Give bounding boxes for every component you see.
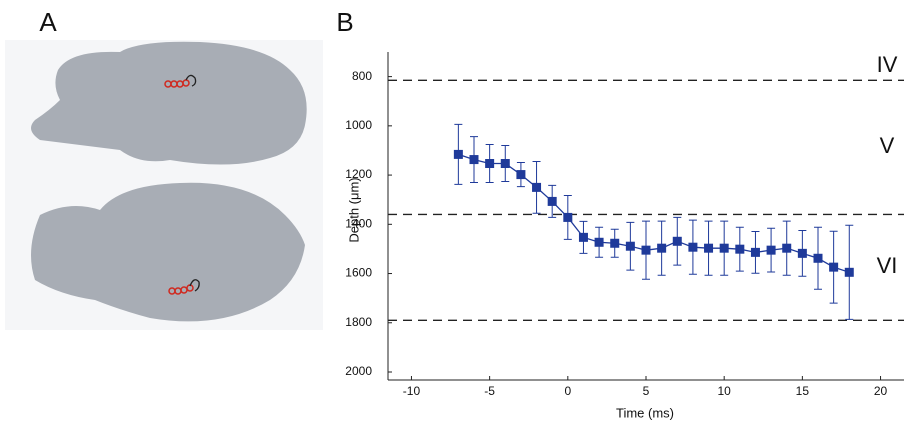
data-point bbox=[610, 238, 620, 248]
y-tick-label: 800 bbox=[352, 69, 372, 83]
y-tick-label: 2000 bbox=[345, 364, 372, 378]
data-point bbox=[704, 243, 714, 253]
data-point bbox=[578, 232, 588, 242]
x-tick-label: -5 bbox=[484, 384, 495, 398]
data-point bbox=[453, 149, 463, 159]
panel-label: A bbox=[39, 7, 57, 37]
x-tick-label: 15 bbox=[796, 384, 810, 398]
x-tick-label: -10 bbox=[403, 384, 421, 398]
data-point bbox=[625, 241, 635, 251]
x-tick-label: 0 bbox=[564, 384, 571, 398]
layer-label: IV bbox=[877, 52, 898, 77]
data-point bbox=[844, 267, 854, 277]
y-tick-label: 1600 bbox=[345, 266, 372, 280]
x-tick-label: 5 bbox=[643, 384, 650, 398]
data-point bbox=[782, 243, 792, 253]
brain-sagittal bbox=[31, 41, 307, 165]
x-tick-label: 10 bbox=[718, 384, 732, 398]
data-point bbox=[766, 245, 776, 255]
data-point bbox=[469, 155, 479, 165]
y-tick-label: 1000 bbox=[345, 118, 372, 132]
y-tick-label: 1200 bbox=[345, 167, 372, 181]
layer-label: VI bbox=[877, 253, 898, 278]
data-point bbox=[563, 212, 573, 222]
data-point bbox=[797, 248, 807, 258]
data-point bbox=[532, 182, 542, 192]
data-point bbox=[750, 247, 760, 257]
data-point bbox=[641, 245, 651, 255]
electrode-track bbox=[164, 79, 194, 295]
data-point bbox=[735, 244, 745, 254]
x-axis-label: Time (ms) bbox=[616, 405, 674, 420]
data-point bbox=[516, 170, 526, 180]
data-point bbox=[813, 253, 823, 263]
x-tick-label: 20 bbox=[874, 384, 888, 398]
data-point bbox=[594, 237, 604, 247]
electrode-tip bbox=[185, 74, 200, 292]
y-tick-label: 1800 bbox=[345, 315, 372, 329]
data-point bbox=[657, 243, 667, 253]
y-axis-label: Depth (μm) bbox=[346, 177, 361, 242]
data-point bbox=[672, 236, 682, 246]
brain-images bbox=[5, 40, 323, 330]
data-point bbox=[688, 242, 698, 252]
data-point bbox=[547, 196, 557, 206]
layer-label: V bbox=[880, 133, 895, 158]
data-point bbox=[500, 159, 510, 169]
data-point bbox=[829, 262, 839, 272]
data-point bbox=[719, 243, 729, 253]
data-point bbox=[485, 159, 495, 169]
y-tick-label: 1400 bbox=[345, 216, 372, 230]
brain-horizontal bbox=[31, 182, 305, 322]
panel-label: B bbox=[336, 7, 353, 37]
